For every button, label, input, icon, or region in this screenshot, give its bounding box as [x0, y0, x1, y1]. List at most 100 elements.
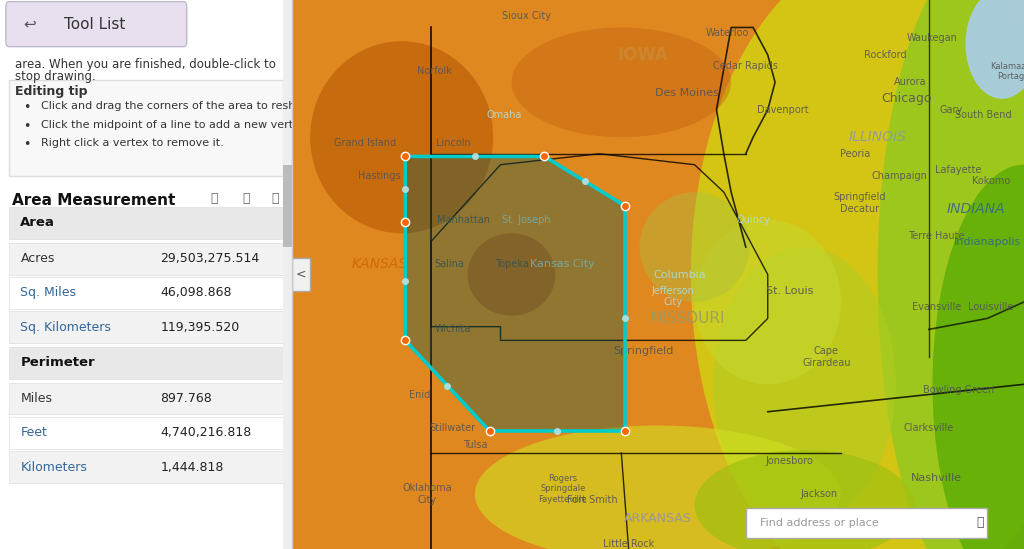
Text: Rogers
Springdale
Fayetteville: Rogers Springdale Fayetteville	[539, 474, 587, 503]
Text: Enid: Enid	[410, 390, 431, 400]
Text: 29,503,275.514: 29,503,275.514	[161, 252, 260, 265]
Text: Lafayette: Lafayette	[935, 165, 981, 175]
Text: Little Rock: Little Rock	[603, 539, 654, 548]
Text: Click and drag the corners of the area to reshape it.: Click and drag the corners of the area t…	[41, 101, 331, 111]
Text: Sq. Miles: Sq. Miles	[20, 286, 77, 299]
Ellipse shape	[691, 0, 1024, 549]
Text: Rockford: Rockford	[863, 50, 906, 60]
Text: Acres: Acres	[20, 252, 55, 265]
Text: Nashville: Nashville	[910, 473, 962, 483]
Text: Jefferson
City: Jefferson City	[651, 285, 694, 307]
Text: Aurora: Aurora	[894, 77, 927, 87]
Text: 🔍: 🔍	[976, 516, 984, 529]
Text: Find address or place: Find address or place	[761, 518, 880, 528]
Text: Kalamazoo
Portage: Kalamazoo Portage	[990, 61, 1024, 81]
Text: St. Joseph: St. Joseph	[502, 215, 550, 225]
Ellipse shape	[713, 247, 896, 522]
Text: Miles: Miles	[20, 392, 52, 405]
Bar	[9, 451, 283, 483]
Text: Editing tip: Editing tip	[14, 85, 87, 98]
Text: Jackson: Jackson	[801, 489, 838, 499]
Text: Kokomo: Kokomo	[972, 176, 1011, 186]
Text: •: •	[24, 101, 31, 114]
Bar	[9, 417, 283, 449]
Text: Waterloo: Waterloo	[706, 28, 750, 38]
Bar	[283, 0, 292, 549]
Text: Lincoln: Lincoln	[435, 138, 470, 148]
Bar	[292, 258, 310, 291]
Ellipse shape	[640, 192, 750, 302]
Text: Waukegan: Waukegan	[907, 33, 957, 43]
Text: Tulsa: Tulsa	[463, 440, 487, 450]
Text: Oklahoma
City: Oklahoma City	[402, 483, 453, 505]
Bar	[9, 311, 283, 343]
Text: ILLINOIS: ILLINOIS	[849, 130, 906, 144]
Text: Springfield: Springfield	[613, 346, 674, 356]
Text: Click the midpoint of a line to add a new vertex.: Click the midpoint of a line to add a ne…	[41, 120, 310, 130]
Ellipse shape	[512, 27, 731, 137]
Text: Terre Haute: Terre Haute	[908, 231, 965, 241]
Text: Kilometers: Kilometers	[20, 461, 87, 474]
Text: Area Measurement: Area Measurement	[11, 193, 175, 208]
Text: Columbia: Columbia	[653, 270, 707, 279]
Text: 🗑: 🗑	[271, 192, 279, 205]
Text: South Bend: South Bend	[955, 110, 1012, 120]
Text: Jonesboro: Jonesboro	[766, 456, 814, 466]
Ellipse shape	[878, 0, 1024, 549]
Text: Sq. Kilometers: Sq. Kilometers	[20, 321, 112, 334]
Bar	[9, 277, 283, 309]
Text: Evansville: Evansville	[911, 302, 961, 312]
Bar	[9, 243, 283, 274]
Text: Clarksville: Clarksville	[904, 423, 954, 433]
Text: Grand Island: Grand Island	[334, 138, 396, 148]
Text: •: •	[24, 120, 31, 133]
Text: Manhattan: Manhattan	[437, 215, 490, 225]
Text: St. Louis: St. Louis	[766, 286, 813, 296]
Text: Chicago: Chicago	[882, 92, 932, 105]
Text: 897.768: 897.768	[161, 392, 212, 405]
Bar	[9, 383, 283, 414]
Text: Champaign: Champaign	[871, 171, 928, 181]
Text: 46,098.868: 46,098.868	[161, 286, 232, 299]
Text: Memphis: Memphis	[765, 522, 815, 532]
Text: ARKANSAS: ARKANSAS	[624, 512, 692, 525]
Text: Fort Smith: Fort Smith	[566, 495, 617, 505]
Text: Gary: Gary	[939, 105, 963, 115]
Text: Quincy: Quincy	[736, 215, 770, 225]
Text: ARKANSAS: ARKANSAS	[624, 512, 692, 525]
Text: Area: Area	[20, 216, 55, 229]
Text: 4,740,216.818: 4,740,216.818	[161, 426, 252, 439]
Text: Topeka: Topeka	[495, 259, 528, 268]
Text: 🔓: 🔓	[210, 192, 218, 205]
Polygon shape	[406, 156, 625, 431]
Text: Kansas City: Kansas City	[530, 259, 595, 268]
Text: Louisville: Louisville	[969, 302, 1014, 312]
Text: Feet: Feet	[20, 426, 47, 439]
Ellipse shape	[694, 220, 841, 384]
Text: Right click a vertex to remove it.: Right click a vertex to remove it.	[41, 138, 223, 148]
Text: 🔒: 🔒	[243, 192, 250, 205]
Ellipse shape	[966, 0, 1024, 99]
Text: Stillwater: Stillwater	[430, 423, 476, 433]
Text: 1,444.818: 1,444.818	[161, 461, 224, 474]
Text: Peoria: Peoria	[841, 149, 870, 159]
Text: MISSOURI: MISSOURI	[649, 311, 725, 326]
Text: Des Moines: Des Moines	[655, 88, 719, 98]
Text: Perimeter: Perimeter	[20, 356, 95, 369]
Text: Wichita: Wichita	[435, 324, 471, 334]
Text: Tool List: Tool List	[65, 16, 126, 32]
Text: Bowling Green: Bowling Green	[923, 385, 993, 395]
Ellipse shape	[694, 450, 914, 549]
Text: <: <	[295, 268, 306, 281]
Text: Omaha: Omaha	[486, 110, 522, 120]
Bar	[9, 207, 283, 239]
Ellipse shape	[468, 233, 555, 316]
Text: Salina: Salina	[434, 259, 464, 268]
Text: ↩: ↩	[24, 16, 36, 32]
Text: 119,395.520: 119,395.520	[161, 321, 240, 334]
Text: Norfolk: Norfolk	[417, 66, 452, 76]
Text: Davenport: Davenport	[757, 105, 808, 115]
Text: Cedar Rapids: Cedar Rapids	[714, 61, 778, 71]
Ellipse shape	[310, 41, 494, 233]
Bar	[283, 165, 292, 247]
